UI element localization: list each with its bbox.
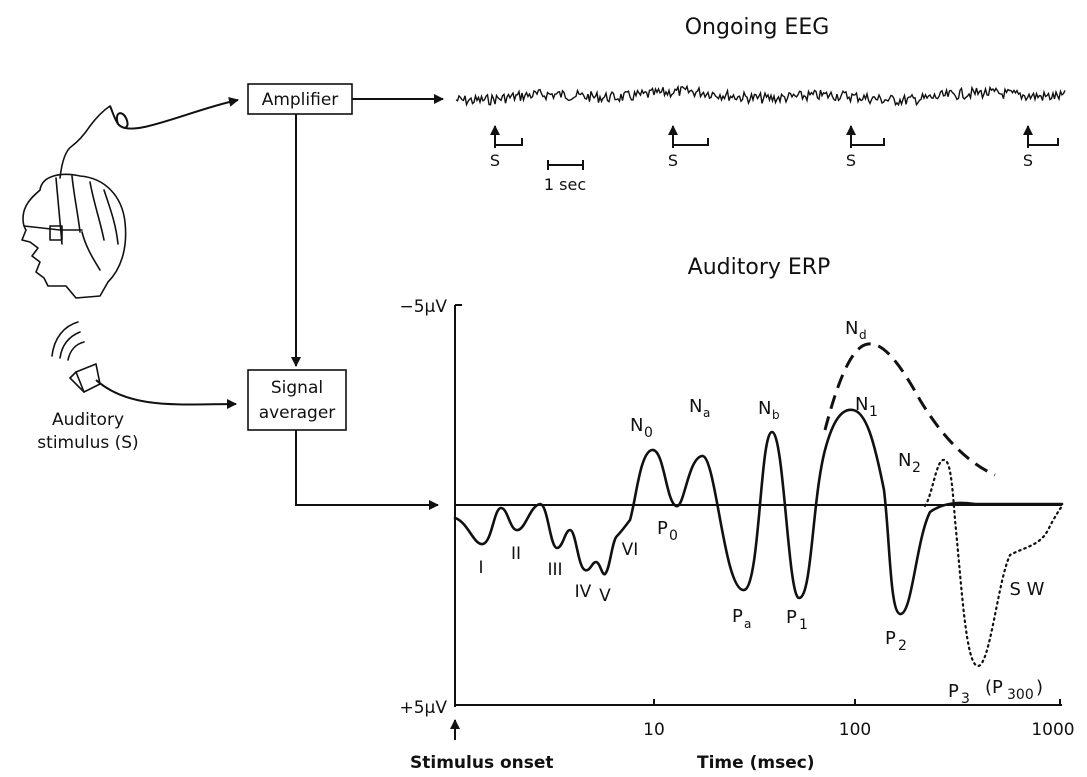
x-tick-1000: 1000 [1031, 720, 1074, 740]
Nd-label: N d [845, 318, 867, 342]
N1-label: N 1 [855, 394, 878, 420]
svg-text:N: N [689, 396, 702, 417]
svg-text:1: 1 [869, 404, 878, 420]
wave-IV-label: IV [575, 582, 592, 602]
eeg-trace [455, 84, 1066, 107]
svg-text:1: 1 [799, 617, 808, 633]
x-axis-label: Time (msec) [697, 753, 815, 773]
stimulus-marker-1: S [490, 125, 523, 170]
erp-waveform [453, 408, 1064, 616]
svg-text:N: N [898, 450, 911, 471]
svg-text:S: S [846, 151, 856, 170]
svg-text:N: N [630, 415, 643, 436]
P300-label: (P 300 ) [985, 677, 1043, 703]
wave-III-label: III [547, 560, 562, 580]
wave-II-label: II [511, 544, 521, 564]
averager-to-erp-arrow [295, 430, 439, 510]
svg-text:3: 3 [961, 691, 970, 707]
electrode-wire [109, 96, 239, 130]
amplifier-box [247, 83, 353, 115]
svg-text:P: P [786, 607, 797, 628]
svg-text:P: P [948, 681, 959, 702]
svg-text:(P: (P [985, 677, 1003, 698]
wave-I-label: I [478, 558, 483, 578]
svg-text:S: S [668, 151, 678, 170]
eeg-title: Ongoing EEG [685, 15, 830, 40]
y-top-label: −5µV [399, 297, 447, 317]
P3-label: P 3 [948, 681, 970, 707]
stimulus-label-line1: Auditory [52, 410, 124, 430]
svg-text:a: a [744, 617, 751, 631]
svg-text:b: b [772, 408, 780, 422]
svg-text:d: d [859, 328, 867, 342]
wave-V-label: V [599, 586, 611, 606]
P1-label: P 1 [786, 607, 808, 633]
svg-text:P: P [885, 628, 896, 649]
N0-label: N 0 [630, 415, 653, 441]
svg-text:0: 0 [669, 528, 678, 544]
stimulus-marker-2: S [668, 125, 709, 170]
erp-title: Auditory ERP [688, 255, 831, 280]
svg-text:2: 2 [898, 638, 907, 654]
x-tick-100: 100 [839, 720, 871, 740]
stimulus-marker-3: S [846, 125, 885, 170]
stimulus-label-line2: stimulus (S) [37, 433, 138, 453]
svg-text:N: N [855, 394, 868, 415]
signal-averager-label-1: Signal [271, 378, 323, 398]
SW-label: S W [1010, 579, 1045, 600]
y-bottom-label: +5µV [399, 698, 447, 718]
stimulus-marker-4: S [1023, 125, 1059, 170]
head-icon [21, 105, 127, 299]
Na-label: N a [689, 396, 710, 420]
wave-VI-label: VI [622, 540, 639, 560]
svg-text:S: S [1023, 151, 1033, 170]
N2-label: N 2 [898, 450, 921, 476]
p300-dotted-curve [923, 458, 1064, 668]
time-scale-bar: 1 sec [544, 160, 586, 194]
svg-text:P: P [657, 518, 668, 539]
Nb-label: N b [758, 398, 780, 422]
svg-text:N: N [758, 398, 771, 419]
signal-averager-box [247, 369, 347, 431]
speaker-icon [51, 321, 101, 393]
P0-label: P 0 [657, 518, 678, 544]
signal-averager-label-2: averager [259, 403, 336, 423]
time-scale-label: 1 sec [544, 175, 586, 194]
P2-label: P 2 [885, 628, 907, 654]
stimulus-wire [95, 379, 237, 410]
svg-text:): ) [1036, 677, 1043, 698]
svg-text:300: 300 [1007, 687, 1034, 703]
svg-text:P: P [732, 606, 743, 627]
x-tick-10: 10 [643, 720, 665, 740]
amplifier-label: Amplifier [262, 90, 339, 110]
svg-text:N: N [845, 318, 858, 339]
svg-text:0: 0 [644, 425, 653, 441]
svg-text:2: 2 [912, 460, 921, 476]
svg-text:S: S [490, 151, 500, 170]
eeg-trace-line [455, 84, 1066, 107]
svg-text:a: a [703, 406, 710, 420]
stimulus-onset-label: Stimulus onset [410, 753, 554, 773]
Pa-label: P a [732, 606, 751, 631]
